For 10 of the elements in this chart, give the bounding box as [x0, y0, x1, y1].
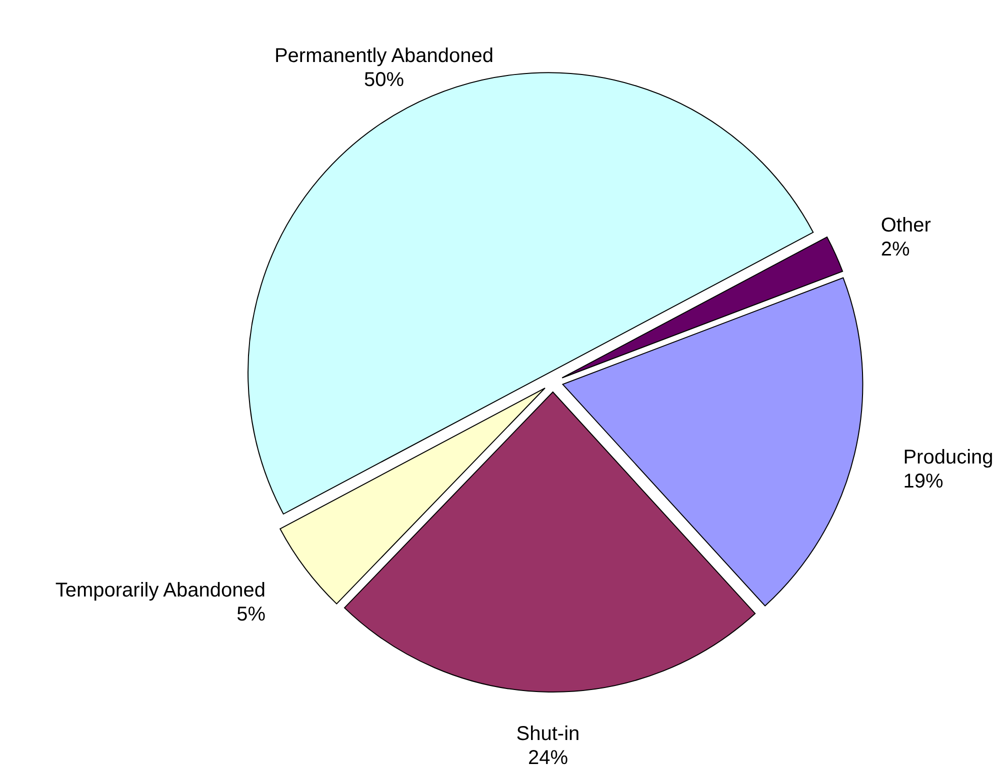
data-label: 24%	[528, 746, 568, 769]
data-label: 2%	[880, 238, 910, 260]
slice-label: Shut-in	[516, 722, 580, 745]
slice-label: Permanently Abandoned	[274, 45, 494, 68]
data-label: 5%	[236, 604, 266, 626]
data-label: 19%	[903, 470, 944, 492]
slice-label: Producing	[903, 446, 993, 468]
slice-label: Temporarily Abandoned	[55, 580, 266, 602]
data-label: 50%	[364, 69, 404, 92]
slice-label: Other	[880, 214, 932, 236]
